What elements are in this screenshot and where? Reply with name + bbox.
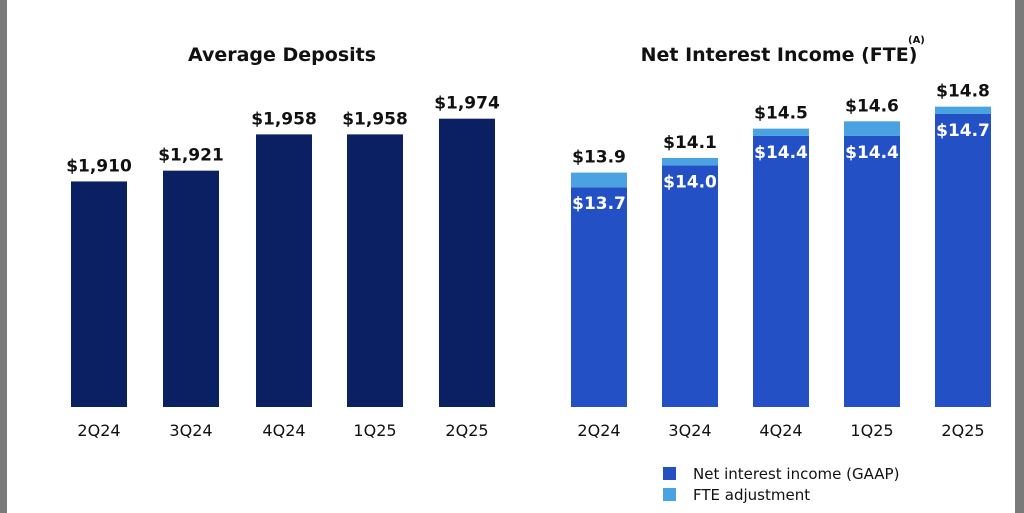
deposits-x-tick: 2Q24 bbox=[77, 421, 120, 440]
deposits-bar-3q24 bbox=[163, 170, 219, 407]
nii-gaap-value-label: $14.4 bbox=[845, 143, 899, 163]
nii-gaap-value-label: $14.0 bbox=[663, 172, 717, 192]
nii-fte-bar-4q24 bbox=[753, 128, 809, 136]
deposits-value-label: $1,958 bbox=[342, 109, 408, 129]
nii-chart-title-superscript: (A) bbox=[908, 35, 925, 46]
nii-x-tick: 1Q25 bbox=[850, 421, 893, 440]
nii-gaap-value-label: $13.7 bbox=[572, 194, 626, 214]
legend: Net interest income (GAAP) FTE adjustmen… bbox=[663, 465, 899, 504]
nii-chart-title: Net Interest Income (FTE) bbox=[641, 44, 918, 66]
left-border bbox=[0, 0, 7, 513]
nii-fte-bar-1q25 bbox=[844, 121, 900, 136]
nii-gaap-bar-4q24 bbox=[753, 135, 809, 407]
deposits-value-label: $1,974 bbox=[434, 94, 500, 114]
nii-x-tick: 4Q24 bbox=[759, 421, 802, 440]
deposits-x-tick: 4Q24 bbox=[262, 421, 305, 440]
nii-fte-bar-3q24 bbox=[662, 157, 718, 166]
nii-total-value-label: $13.9 bbox=[572, 148, 626, 168]
deposits-x-tick: 3Q24 bbox=[169, 421, 212, 440]
deposits-value-label: $1,958 bbox=[251, 109, 317, 129]
chart-marks: $1,910 2Q24 $1,921 3Q24 $1,958 4Q24 $1,958 1Q25… bbox=[66, 82, 991, 440]
nii-fte-bar-2q25 bbox=[935, 106, 991, 114]
nii-gaap-bar-3q24 bbox=[662, 165, 718, 407]
right-border bbox=[1015, 0, 1024, 513]
nii-total-value-label: $14.5 bbox=[754, 104, 808, 124]
deposits-value-label: $1,910 bbox=[66, 156, 132, 176]
legend-label-fte: FTE adjustment bbox=[693, 486, 810, 504]
deposits-bar-2q24 bbox=[71, 181, 127, 407]
nii-x-tick: 2Q25 bbox=[941, 421, 984, 440]
nii-x-tick: 2Q24 bbox=[577, 421, 620, 440]
nii-gaap-bar-2q24 bbox=[571, 187, 627, 407]
nii-fte-bar-2q24 bbox=[571, 172, 627, 188]
legend-label-gaap: Net interest income (GAAP) bbox=[693, 465, 899, 483]
deposits-x-tick: 2Q25 bbox=[445, 421, 488, 440]
nii-total-value-label: $14.8 bbox=[936, 82, 990, 102]
deposits-value-label: $1,921 bbox=[158, 146, 224, 166]
deposits-bar-2q25 bbox=[439, 118, 495, 408]
nii-gaap-value-label: $14.7 bbox=[936, 121, 990, 141]
deposits-chart-title: Average Deposits bbox=[188, 44, 376, 66]
deposits-bar-4q24 bbox=[256, 134, 312, 407]
deposits-bar-1q25 bbox=[347, 134, 403, 407]
nii-total-value-label: $14.6 bbox=[845, 96, 899, 116]
nii-x-tick: 3Q24 bbox=[668, 421, 711, 440]
nii-total-value-label: $14.1 bbox=[663, 133, 717, 153]
legend-swatch-gaap bbox=[663, 467, 676, 480]
nii-gaap-bar-2q25 bbox=[935, 113, 991, 408]
legend-swatch-fte bbox=[663, 488, 676, 501]
nii-gaap-bar-1q25 bbox=[844, 135, 900, 407]
nii-gaap-value-label: $14.4 bbox=[754, 143, 808, 163]
deposits-x-tick: 1Q25 bbox=[353, 421, 396, 440]
